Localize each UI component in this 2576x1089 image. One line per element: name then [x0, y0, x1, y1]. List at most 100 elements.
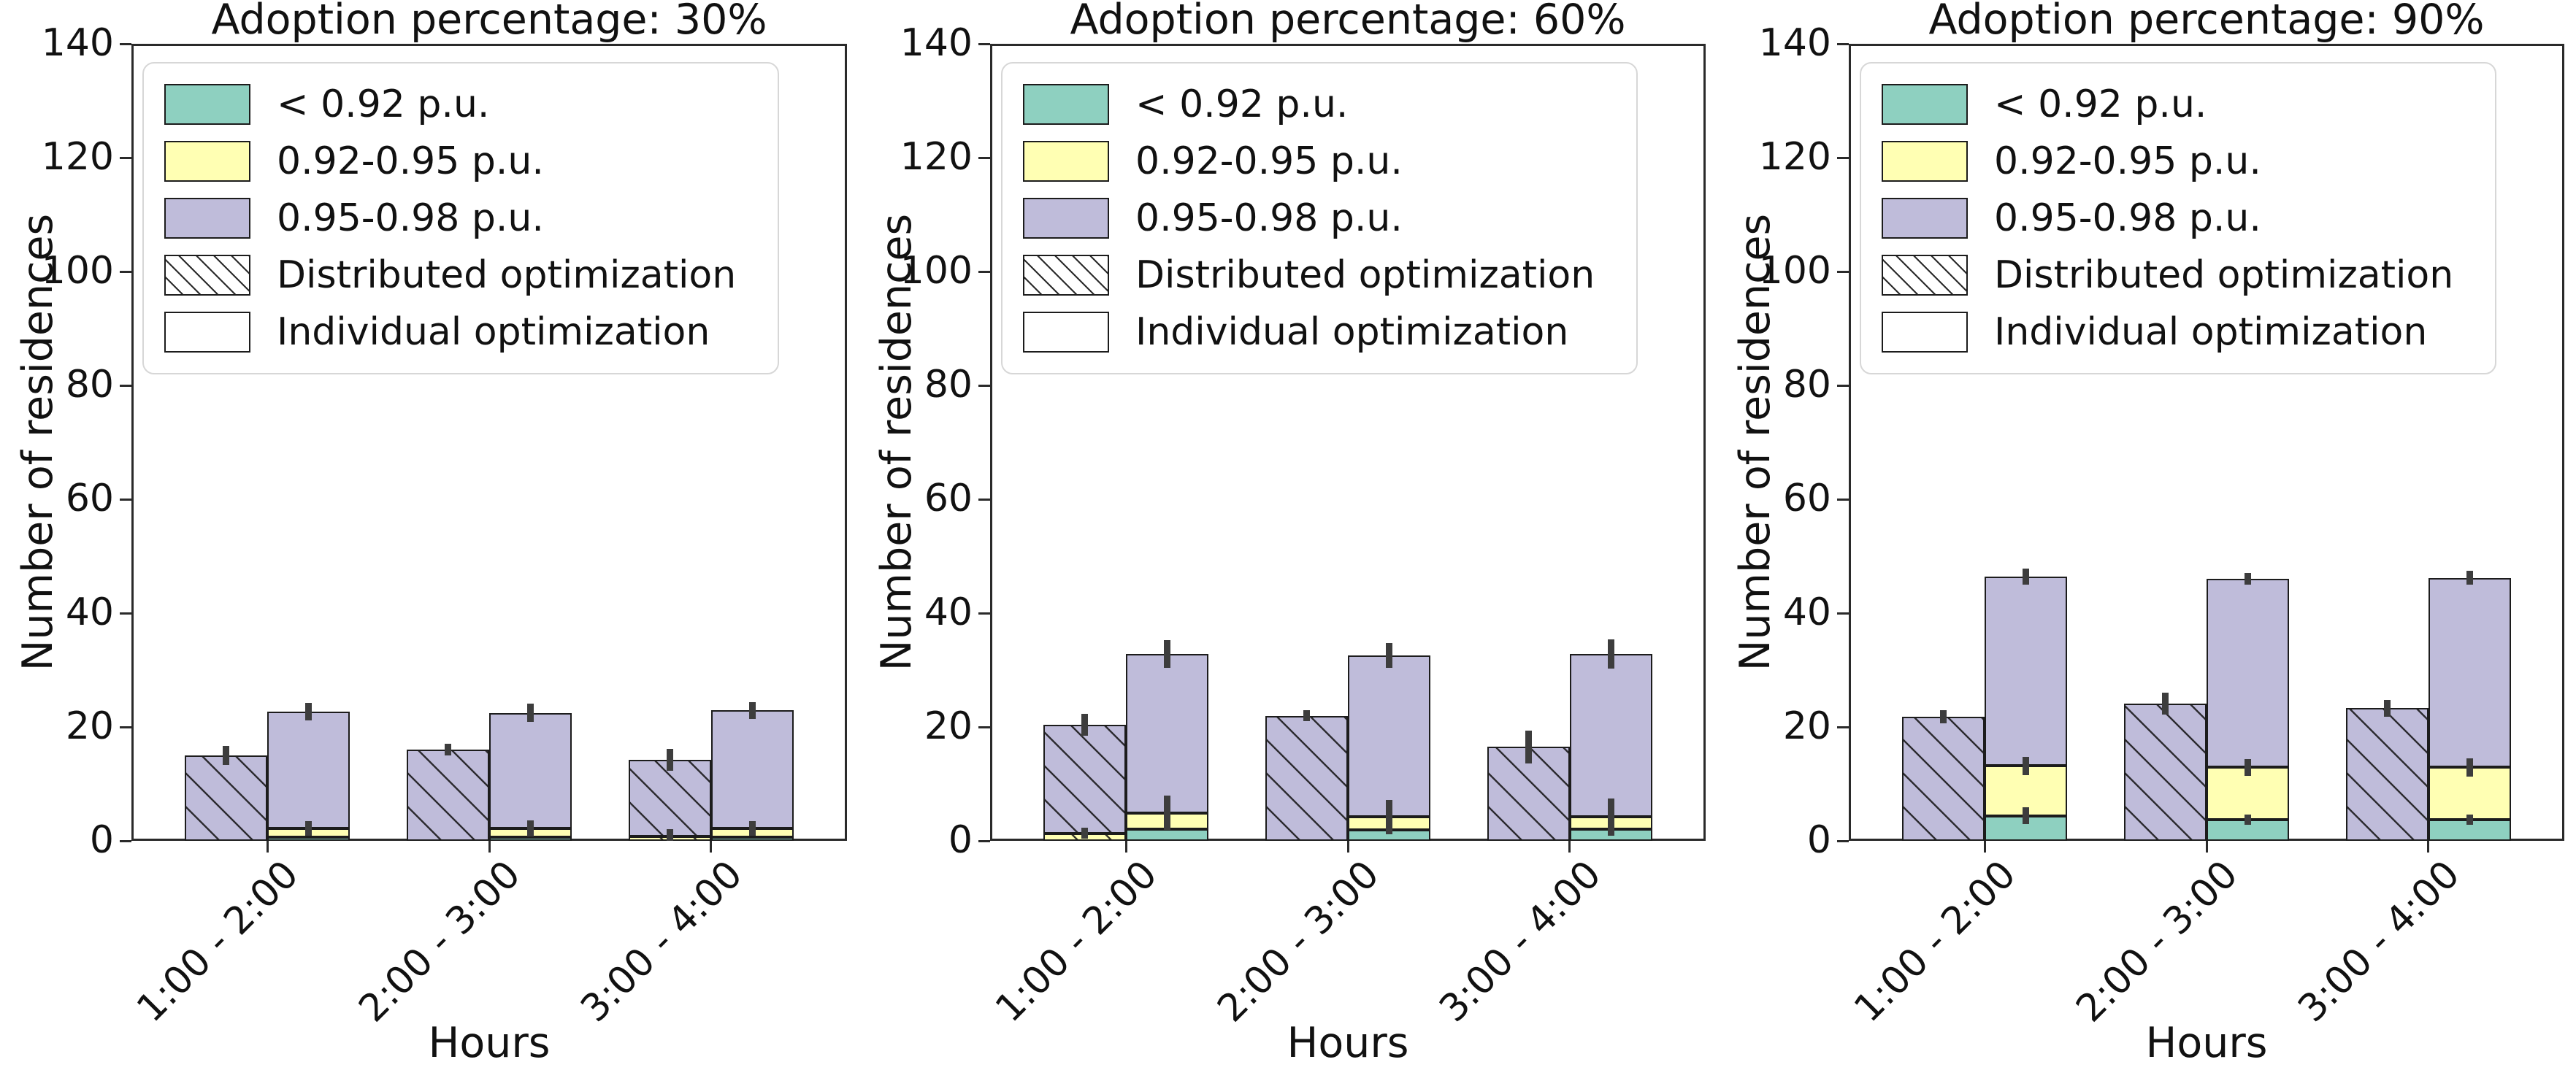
y-tick-label: 80 — [1782, 363, 1831, 407]
x-tick-mark — [2205, 841, 2208, 853]
y-tick-mark — [120, 726, 131, 728]
y-tick-label: 0 — [1806, 818, 1831, 862]
y-tick-mark — [120, 270, 131, 273]
legend-item: 0.95-0.98 p.u. — [1882, 196, 2475, 240]
legend: < 0.92 p.u. 0.92-0.95 p.u. 0.95-0.98 p.u. D… — [1001, 62, 1638, 374]
y-tick-label: 60 — [1782, 477, 1831, 520]
individual-swatch — [164, 312, 250, 353]
error-bar — [666, 749, 673, 771]
y-tick-label: 20 — [924, 704, 973, 748]
bar-distributed-segment-v_095_098 — [407, 750, 489, 841]
legend-label: 0.95-0.98 p.u. — [1994, 196, 2261, 240]
legend-label: 0.95-0.98 p.u. — [277, 196, 544, 240]
error-bar — [2023, 807, 2030, 825]
individual-swatch — [1882, 312, 1968, 353]
legend-label: 0.92-0.95 p.u. — [277, 139, 544, 183]
error-bar — [1081, 828, 1089, 839]
x-tick-label: 2:00 - 3:00 — [2068, 853, 2247, 1031]
error-bar — [1607, 639, 1614, 669]
subplot-adoption-90: Adoption percentage: 90% Number of resid… — [1717, 0, 2576, 1089]
distributed-swatch — [1023, 255, 1109, 296]
y-tick-label: 100 — [1758, 249, 1831, 293]
legend-item: Distributed optimization — [1023, 253, 1616, 297]
error-bar — [2383, 699, 2391, 717]
lt-092-swatch — [164, 84, 250, 125]
y-tick-mark — [1837, 270, 1849, 273]
x-tick-mark — [1983, 841, 1986, 853]
bar-individual-segment-lt_092 — [267, 836, 350, 841]
x-tick-mark — [266, 841, 269, 853]
x-axis-label: Hours — [2145, 1019, 2268, 1067]
distributed-swatch — [1882, 255, 1968, 296]
y-tick-mark — [978, 726, 990, 728]
y-tick-mark — [1837, 384, 1849, 387]
individual-swatch — [1023, 312, 1109, 353]
legend: < 0.92 p.u. 0.92-0.95 p.u. 0.95-0.98 p.u. D… — [142, 62, 779, 374]
y-tick-label: 140 — [1758, 21, 1831, 65]
y-tick-label: 40 — [1782, 590, 1831, 634]
legend-item: < 0.92 p.u. — [1023, 82, 1616, 126]
legend-label: < 0.92 p.u. — [1135, 82, 1349, 126]
092-095-swatch — [164, 141, 250, 182]
x-tick-mark — [1124, 841, 1127, 853]
legend-label: 0.92-0.95 p.u. — [1994, 139, 2261, 183]
y-tick-label: 40 — [924, 590, 973, 634]
y-tick-mark — [120, 384, 131, 387]
bar-distributed-segment-v_095_098 — [2124, 704, 2207, 841]
x-tick-label: 2:00 - 3:00 — [1209, 853, 1388, 1031]
error-bar — [2245, 815, 2251, 826]
y-tick-label: 60 — [924, 477, 973, 520]
legend-item: Individual optimization — [1023, 310, 1616, 354]
bar-individual-segment-v_095_098 — [1569, 654, 1652, 817]
bar-individual-segment-v_095_098 — [710, 710, 794, 828]
092-095-swatch — [1882, 141, 1968, 182]
legend-label: 0.95-0.98 p.u. — [1135, 196, 1403, 240]
095-098-swatch — [1882, 198, 1968, 239]
error-bar — [305, 703, 313, 720]
x-tick-mark — [488, 841, 491, 853]
error-bar — [2023, 569, 2030, 585]
y-tick-label: 140 — [41, 21, 114, 65]
legend-label: Distributed optimization — [1135, 253, 1595, 297]
x-tick-label: 3:00 - 4:00 — [2290, 853, 2469, 1031]
y-tick-mark — [978, 612, 990, 615]
bar-distributed-segment-v_095_098 — [1043, 724, 1127, 834]
legend-item: < 0.92 p.u. — [164, 82, 757, 126]
error-bar — [2245, 573, 2251, 585]
lt-092-swatch — [1882, 84, 1968, 125]
y-tick-mark — [1837, 156, 1849, 159]
subplot-adoption-60: Adoption percentage: 60% Number of resid… — [859, 0, 1717, 1089]
y-tick-label: 0 — [948, 818, 973, 862]
x-tick-mark — [1568, 841, 1571, 853]
legend-item: 0.92-0.95 p.u. — [164, 139, 757, 183]
bar-distributed-segment-v_095_098 — [1487, 747, 1570, 841]
error-bar — [1940, 709, 1947, 724]
distributed-swatch — [164, 255, 250, 296]
bar-distributed-segment-v_095_098 — [1902, 716, 1985, 841]
x-tick-label: 1:00 - 2:00 — [1846, 853, 2025, 1031]
095-098-swatch — [164, 198, 250, 239]
y-tick-label: 20 — [65, 704, 114, 748]
x-tick-mark — [2427, 841, 2430, 853]
error-bar — [527, 820, 534, 836]
y-tick-label: 20 — [1782, 704, 1831, 748]
y-tick-mark — [978, 384, 990, 387]
legend-label: Distributed optimization — [277, 253, 737, 297]
y-tick-mark — [978, 498, 990, 501]
bar-individual-segment-v_095_098 — [1126, 654, 1209, 813]
legend-label: Individual optimization — [1994, 310, 2428, 354]
y-tick-label: 80 — [65, 363, 114, 407]
095-098-swatch — [1023, 198, 1109, 239]
y-tick-label: 60 — [65, 477, 114, 520]
y-tick-mark — [1837, 726, 1849, 728]
legend-item: 0.95-0.98 p.u. — [164, 196, 757, 240]
bar-distributed-segment-v_095_098 — [2345, 708, 2429, 841]
legend-label: < 0.92 p.u. — [277, 82, 490, 126]
subplot-title: Adoption percentage: 60% — [1070, 0, 1626, 44]
y-tick-label: 120 — [1758, 135, 1831, 179]
error-bar — [1303, 710, 1310, 722]
error-bar — [1081, 714, 1089, 736]
legend-item: Distributed optimization — [1882, 253, 2475, 297]
legend-label: < 0.92 p.u. — [1994, 82, 2207, 126]
error-bar — [748, 701, 756, 720]
